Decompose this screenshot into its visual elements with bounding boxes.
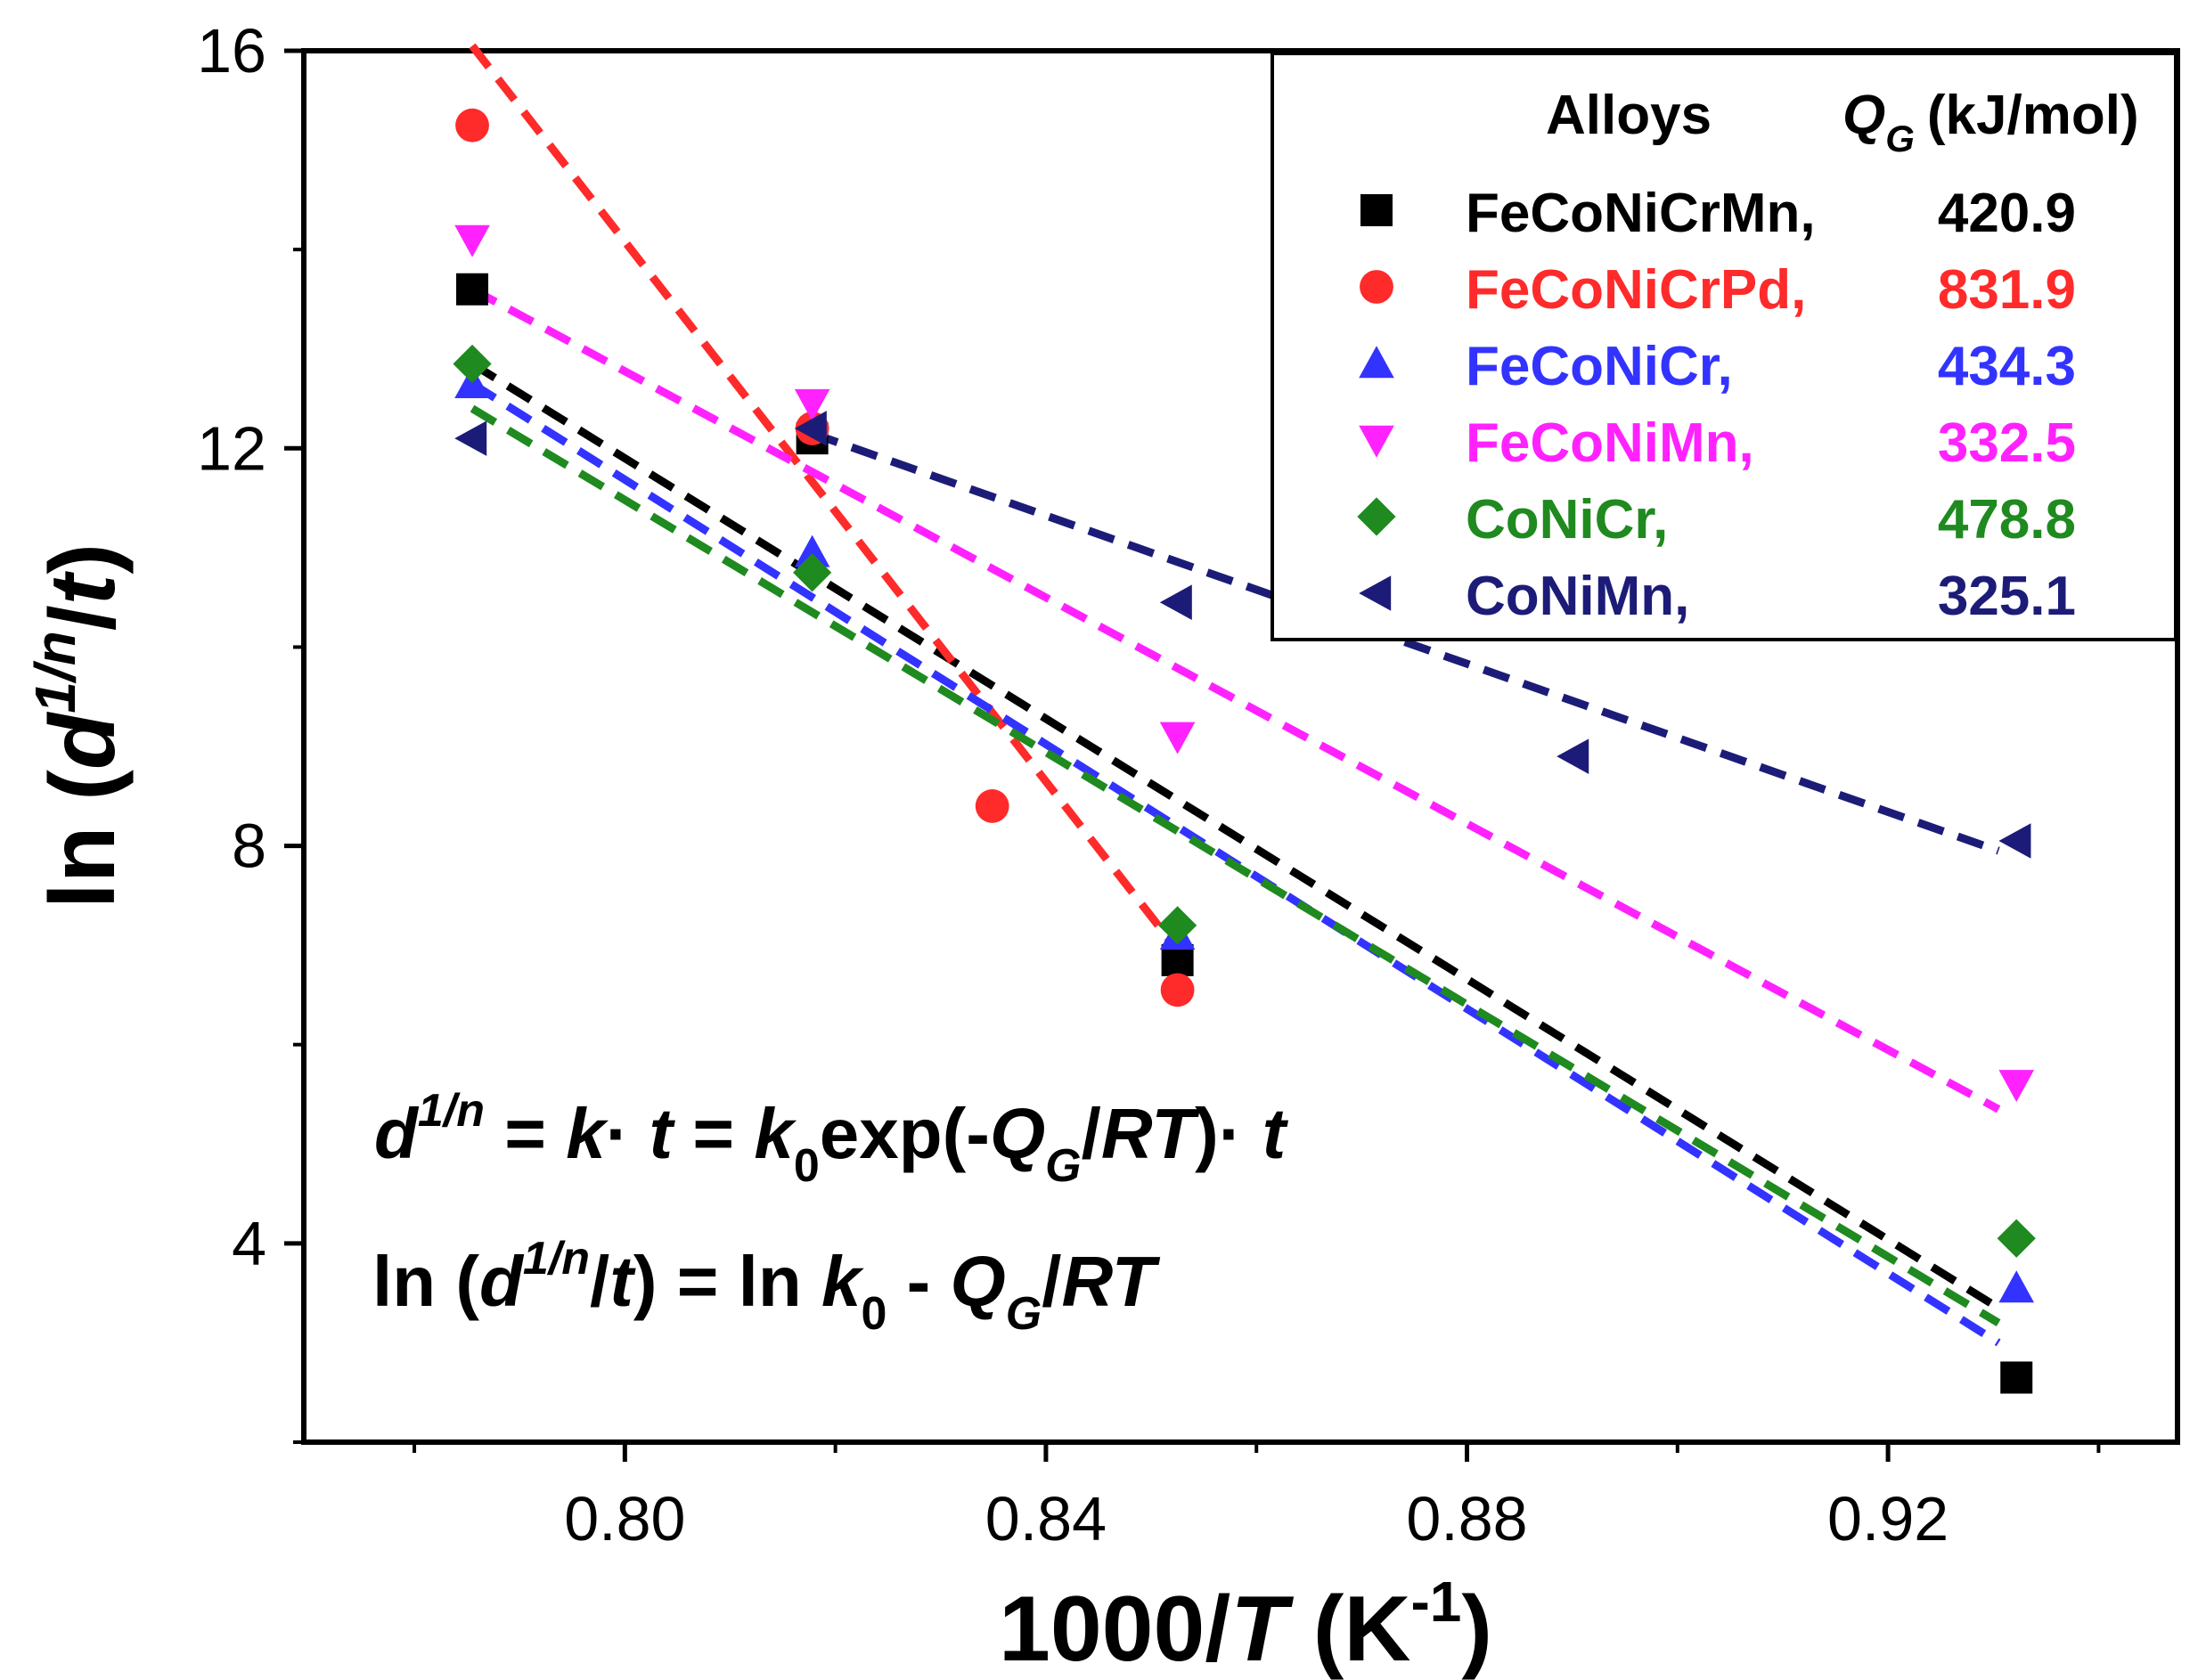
x-tick-label: 0.84 [985,1484,1107,1554]
equation-rate-law: d1/n = k· t = k0exp(-QG/RT)· t [374,1085,1289,1192]
x-axis-title: 1000/T (K-1) [999,1570,1492,1680]
legend-marker [1359,575,1392,611]
legend-rows: FeCoNiCrMn, 420.9 FeCoNiCrPd, 831.9 FeCoNiCr… [1357,183,2076,627]
legend-label: CoNiCr, [1466,489,1668,550]
legend-label: FeCoNiCr, [1466,336,1733,397]
legend-q-value: 478.8 [1938,489,2076,550]
y-tick-label: 16 [197,16,266,86]
y-tick-label: 4 [232,1209,266,1278]
y-axis-title: ln (d1/n/t) [23,543,135,909]
data-point [794,534,830,567]
legend-marker [1359,346,1394,379]
legend-label: CoNiMn, [1466,566,1689,627]
x-tick-label: 0.80 [564,1484,685,1554]
tick-labels: 0.80 0.84 0.88 0.92 4 8 12 16 [197,16,1949,1554]
legend-label: FeCoNiCrPd, [1466,259,1806,321]
data-point [975,789,1009,823]
data-point [793,553,832,592]
axis-ticks [284,48,2101,1462]
data-point [1159,722,1196,754]
data-point [454,224,490,257]
equation-log-form: ln (d1/n/t) = ln k0 - QG/RT [372,1233,1161,1340]
data-point [1998,823,2031,859]
fit-lines [469,43,2001,1347]
legend-header-q: QG (kJ/mol) [1842,85,2139,159]
data-point [794,411,827,446]
fit-line [470,404,2001,1326]
data-point [1998,1270,2035,1303]
y-tick-label: 12 [197,413,266,483]
fit-line [470,285,2001,1113]
legend-q-value: 831.9 [1938,259,2076,321]
data-point [1158,906,1197,945]
legend-label: FeCoNiCrMn, [1466,183,1816,244]
data-point [454,420,487,456]
data-point [2000,1361,2033,1394]
fit-line [811,429,2000,855]
data-point [1160,973,1195,1007]
data-markers [453,108,2036,1394]
legend-marker [1359,425,1394,458]
legend-q-value: 420.9 [1938,183,2076,244]
x-tick-label: 0.92 [1827,1484,1949,1554]
data-point [1159,584,1192,621]
legend-box [1270,52,2177,641]
data-point [455,108,489,143]
y-tick-label: 8 [232,811,266,881]
legend-header-alloys: Alloys [1546,85,1712,146]
legend-q-value: 332.5 [1938,412,2076,474]
fit-line [469,43,1181,953]
data-point [453,344,492,384]
x-tick-label: 0.88 [1406,1484,1527,1554]
data-point [1556,738,1589,774]
fit-line [470,360,2001,1312]
legend-q-value: 325.1 [1938,566,2076,627]
legend-marker [1360,270,1393,304]
data-point [794,388,830,421]
legend-marker [1360,194,1393,226]
legend-label: FeCoNiMn, [1466,412,1754,474]
data-point [456,273,489,306]
data-point [1998,1070,2035,1103]
legend-q-value: 434.3 [1938,336,2076,397]
plot-frame [301,48,2180,1445]
legend-marker [1357,497,1396,536]
data-point [1997,1219,2036,1258]
